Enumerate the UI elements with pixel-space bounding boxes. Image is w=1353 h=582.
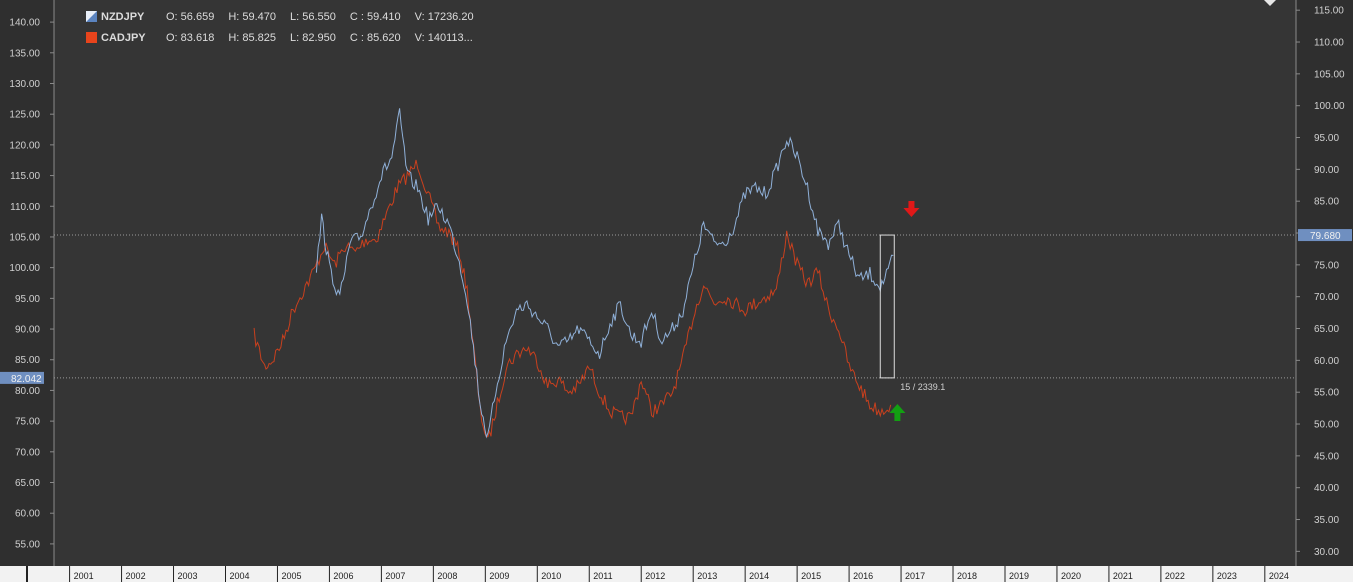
cadjpy-high: H: 85.825 [228, 31, 277, 44]
cadjpy-line[interactable] [253, 159, 892, 438]
x-tick-label: 2002 [126, 571, 146, 581]
x-tick-label: 2020 [1061, 571, 1081, 581]
x-tick-label: 2017 [905, 571, 925, 581]
right-price-tag-label: 79.680 [1310, 231, 1341, 242]
x-tick-label: 2022 [1165, 571, 1185, 581]
left-tick-label: 55.00 [15, 539, 40, 550]
x-tick-label: 2021 [1113, 571, 1133, 581]
left-tick-label: 80.00 [15, 386, 40, 397]
x-tick-label: 2014 [749, 571, 769, 581]
nzdjpy-line[interactable] [315, 108, 894, 439]
left-axis-panel [0, 0, 54, 582]
right-tick-label: 45.00 [1314, 451, 1339, 462]
right-tick-label: 105.00 [1314, 69, 1345, 80]
left-tick-label: 120.00 [9, 140, 40, 151]
right-tick-label: 70.00 [1314, 292, 1339, 303]
cadjpy-swatch [86, 32, 97, 43]
x-tick-label: 2003 [178, 571, 198, 581]
right-tick-label: 85.00 [1314, 197, 1339, 208]
left-price-tag [0, 371, 44, 384]
left-tick-label: 135.00 [9, 48, 40, 59]
right-tick-label: 90.00 [1314, 165, 1339, 176]
right-tick-label: 75.00 [1314, 260, 1339, 271]
x-tick-label: 2008 [437, 571, 457, 581]
left-tick-label: 75.00 [15, 417, 40, 428]
x-tick-label: 2001 [74, 571, 94, 581]
collapse-caret-icon[interactable] [1264, 0, 1276, 6]
nzdjpy-open: O: 56.659 [166, 10, 215, 23]
right-axis-panel [1296, 0, 1353, 582]
sell-arrow-icon[interactable] [903, 201, 920, 217]
left-tick-label: 85.00 [15, 355, 40, 366]
right-tick-label: 30.00 [1314, 547, 1339, 558]
x-tick-label: 2015 [801, 571, 821, 581]
x-tick-label: 2013 [697, 571, 717, 581]
cadjpy-open: O: 83.618 [166, 31, 215, 44]
left-tick-label: 65.00 [15, 478, 40, 489]
legend-row-nzdjpy: NZDJPY O: 56.659 H: 59.470 L: 56.550 C :… [86, 6, 488, 27]
left-tick-label: 60.00 [15, 509, 40, 520]
x-tick-label: 2009 [489, 571, 509, 581]
right-tick-label: 60.00 [1314, 356, 1339, 367]
left-tick-label: 100.00 [9, 263, 40, 274]
x-tick-label: 2006 [333, 571, 353, 581]
cadjpy-volume: V: 140113... [414, 31, 473, 44]
left-tick-label: 105.00 [9, 232, 40, 243]
range-measure-label: 15 / 2339.1 [900, 382, 945, 392]
right-price-tag [1298, 229, 1352, 242]
right-tick-label: 115.00 [1314, 6, 1344, 17]
right-tick-label: 100.00 [1314, 101, 1345, 112]
left-price-tag-label: 82.042 [11, 374, 42, 385]
legend: NZDJPY O: 56.659 H: 59.470 L: 56.550 C :… [86, 6, 488, 48]
nzdjpy-symbol[interactable]: NZDJPY [101, 10, 145, 23]
x-tick-label: 2010 [541, 571, 561, 581]
x-tick-label: 2019 [1009, 571, 1029, 581]
legend-row-cadjpy: CADJPY O: 83.618 H: 85.825 L: 82.950 C :… [86, 27, 488, 48]
x-tick-label: 2007 [385, 571, 405, 581]
range-measure-box[interactable] [879, 234, 895, 379]
left-tick-label: 110.00 [10, 202, 40, 213]
left-tick-label: 70.00 [15, 447, 40, 458]
right-tick-label: 65.00 [1314, 324, 1339, 335]
x-tick-label: 2012 [645, 571, 665, 581]
x-tick-label: 2004 [229, 571, 249, 581]
left-tick-label: 95.00 [15, 294, 40, 305]
right-tick-label: 50.00 [1314, 420, 1339, 431]
left-tick-label: 125.00 [9, 110, 40, 121]
nzdjpy-close: C : 59.410 [349, 10, 401, 23]
cadjpy-low: L: 82.950 [290, 31, 336, 44]
cadjpy-symbol[interactable]: CADJPY [101, 31, 146, 44]
left-tick-label: 140.00 [9, 18, 40, 29]
nzdjpy-swatch [86, 11, 97, 22]
x-tick-label: 2011 [593, 571, 612, 581]
left-tick-label: 115.00 [10, 171, 40, 182]
x-tick-label: 2005 [281, 571, 301, 581]
x-axis-panel [0, 566, 1353, 582]
right-tick-label: 55.00 [1314, 388, 1339, 399]
nzdjpy-low: L: 56.550 [290, 10, 336, 23]
buy-arrow-icon[interactable] [889, 404, 906, 421]
left-tick-label: 130.00 [9, 79, 40, 90]
right-tick-label: 95.00 [1314, 133, 1339, 144]
right-tick-label: 35.00 [1314, 515, 1339, 526]
cadjpy-close: C : 85.620 [349, 31, 401, 44]
x-tick-label: 2016 [853, 571, 873, 581]
left-tick-label: 90.00 [15, 325, 40, 336]
nzdjpy-high: H: 59.470 [228, 10, 277, 23]
right-tick-label: 110.00 [1314, 38, 1344, 49]
x-tick-label: 2023 [1217, 571, 1237, 581]
x-tick-label: 2018 [957, 571, 977, 581]
x-tick-label: 2024 [1269, 571, 1289, 581]
nzdjpy-volume: V: 17236.20 [414, 10, 474, 23]
right-tick-label: 40.00 [1314, 483, 1339, 494]
